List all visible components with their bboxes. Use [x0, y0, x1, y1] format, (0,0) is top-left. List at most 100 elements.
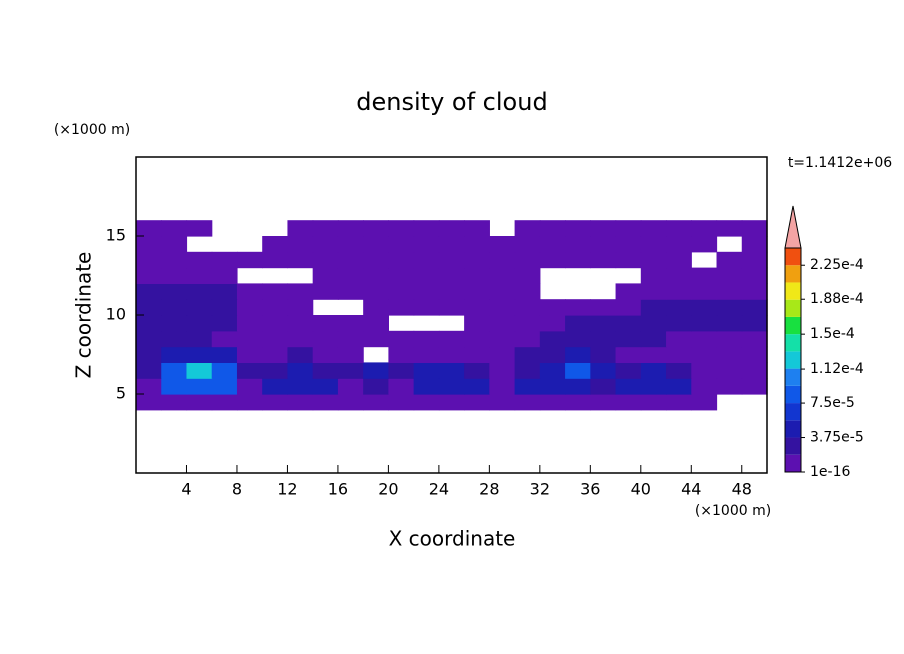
x-tick-label: 40 — [631, 480, 651, 499]
x-tick-label: 48 — [732, 480, 752, 499]
contour-cell — [514, 299, 541, 316]
contour-cell — [438, 283, 465, 300]
contour-cell — [539, 346, 566, 363]
contour-cell — [186, 220, 213, 237]
contour-cell — [211, 283, 238, 300]
contour-cell — [716, 220, 743, 237]
contour-cell — [514, 394, 541, 411]
colorbar-band — [785, 403, 801, 421]
contour-cell — [640, 315, 667, 332]
contour-cell — [161, 236, 188, 253]
contour-cell — [615, 346, 642, 363]
contour-cell — [640, 299, 667, 316]
contour-cell — [186, 362, 213, 379]
contour-cell — [565, 330, 591, 348]
y-tick-label: 15 — [106, 226, 126, 245]
contour-cell — [438, 220, 465, 237]
contour-cell — [287, 283, 314, 300]
contour-cell — [438, 346, 465, 363]
colorbar-band — [785, 368, 801, 386]
contour-cell — [741, 330, 768, 348]
contour-cell — [716, 362, 743, 379]
contour-cell — [691, 283, 718, 300]
contour-cell — [413, 362, 440, 379]
contour-cell — [640, 267, 667, 284]
contour-cell — [211, 378, 238, 395]
contour-cell — [388, 362, 415, 379]
contour-cell — [337, 315, 364, 332]
contour-cell — [539, 236, 566, 253]
contour-cell — [363, 394, 389, 411]
contour-cell — [716, 378, 743, 395]
contour-cell — [640, 330, 667, 348]
contour-cell — [464, 378, 490, 395]
x-tick-label: 32 — [530, 480, 550, 499]
contour-cell — [337, 394, 364, 411]
contour-cell — [640, 346, 667, 363]
contour-cell — [539, 330, 566, 348]
contour-cell — [388, 346, 415, 363]
x-tick-label: 16 — [328, 480, 348, 499]
contour-cell — [262, 315, 289, 332]
contour-cell — [565, 236, 591, 253]
contour-cell — [262, 283, 289, 300]
contour-cell — [388, 251, 415, 269]
contour-cell — [640, 394, 667, 411]
contour-cell — [161, 220, 188, 237]
contour-cell — [211, 315, 238, 332]
contour-cell — [312, 378, 339, 395]
contour-cell — [413, 346, 440, 363]
contour-cell — [287, 346, 314, 363]
contour-cell — [514, 236, 541, 253]
contour-cell — [236, 251, 263, 269]
x-axis-label: X coordinate — [389, 527, 516, 551]
contour-cell — [262, 394, 289, 411]
contour-cell — [186, 315, 213, 332]
contour-cell — [539, 362, 566, 379]
contour-cell — [615, 220, 642, 237]
contour-cell — [211, 251, 238, 269]
contour-cell — [539, 251, 566, 269]
contour-cell — [287, 362, 314, 379]
contour-cell — [691, 330, 718, 348]
contour-cell — [565, 394, 591, 411]
contour-cell — [337, 251, 364, 269]
colorbar-band — [785, 351, 801, 369]
contour-cell — [741, 315, 768, 332]
colorbar-tick-label: 2.25e-4 — [810, 257, 864, 273]
contour-cell — [363, 315, 389, 332]
colorbar-band — [785, 385, 801, 404]
contour-cell — [741, 283, 768, 300]
contour-cell — [136, 394, 162, 411]
contour-cell — [413, 220, 440, 237]
contour-cell — [489, 251, 516, 269]
x-tick-label: 4 — [181, 480, 191, 499]
contour-cell — [666, 267, 692, 284]
time-annotation: t=1.1412e+06 — [788, 155, 892, 171]
contour-cell — [287, 299, 314, 316]
contour-cell — [615, 378, 642, 395]
contour-cell — [514, 346, 541, 363]
contour-cell — [413, 330, 440, 348]
contour-cell — [312, 330, 339, 348]
x-tick-label: 44 — [681, 480, 701, 499]
contour-cell — [186, 283, 213, 300]
contour-cell — [413, 267, 440, 284]
contour-cell — [363, 267, 389, 284]
contour-cell — [565, 220, 591, 237]
contour-cell — [337, 330, 364, 348]
contour-cell — [438, 299, 465, 316]
contour-cell — [489, 267, 516, 284]
contour-cell — [615, 251, 642, 269]
contour-cell — [312, 362, 339, 379]
contour-cell — [741, 378, 768, 395]
contour-cell — [312, 220, 339, 237]
contour-cell — [565, 251, 591, 269]
contour-cell — [287, 330, 314, 348]
contour-cell — [741, 236, 768, 253]
contour-cell — [514, 220, 541, 237]
contour-cell — [590, 362, 617, 379]
contour-cell — [565, 378, 591, 395]
contour-cell — [514, 251, 541, 269]
contour-cell — [186, 299, 213, 316]
